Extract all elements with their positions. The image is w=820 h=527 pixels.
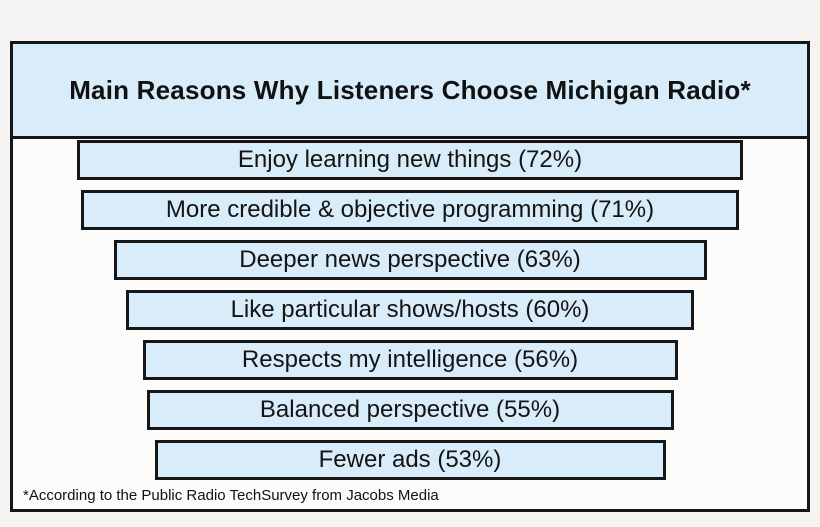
chart-bar-3: Deeper news perspective (63%): [113, 240, 707, 280]
bar-label: Like particular shows/hosts (60%): [230, 296, 590, 323]
chart-bar-7: Fewer ads (53%): [154, 440, 666, 480]
bar-label: Respects my intelligence (56%): [241, 346, 579, 373]
bar-label: More credible & objective programming (7…: [165, 196, 655, 223]
bar-label: Balanced perspective (55%): [259, 396, 561, 423]
chart-bar-2: More credible & objective programming (7…: [81, 190, 739, 230]
chart-bar-6: Balanced perspective (55%): [146, 390, 674, 430]
chart-title-bar: Main Reasons Why Listeners Choose Michig…: [13, 44, 807, 139]
chart-bar-1: Enjoy learning new things (72%): [77, 140, 743, 180]
chart-bar-5: Respects my intelligence (56%): [142, 340, 678, 380]
bar-label: Enjoy learning new things (72%): [237, 146, 583, 173]
bar-label: Fewer ads (53%): [318, 446, 502, 473]
bar-label: Deeper news perspective (63%): [239, 246, 581, 273]
source-footnote: *According to the Public Radio TechSurve…: [23, 487, 439, 504]
chart-panel: Main Reasons Why Listeners Choose Michig…: [10, 41, 810, 512]
chart-bar-4: Like particular shows/hosts (60%): [126, 290, 694, 330]
bar-list: Enjoy learning new things (72%) More cred…: [13, 140, 807, 490]
chart-title: Main Reasons Why Listeners Choose Michig…: [69, 74, 751, 105]
